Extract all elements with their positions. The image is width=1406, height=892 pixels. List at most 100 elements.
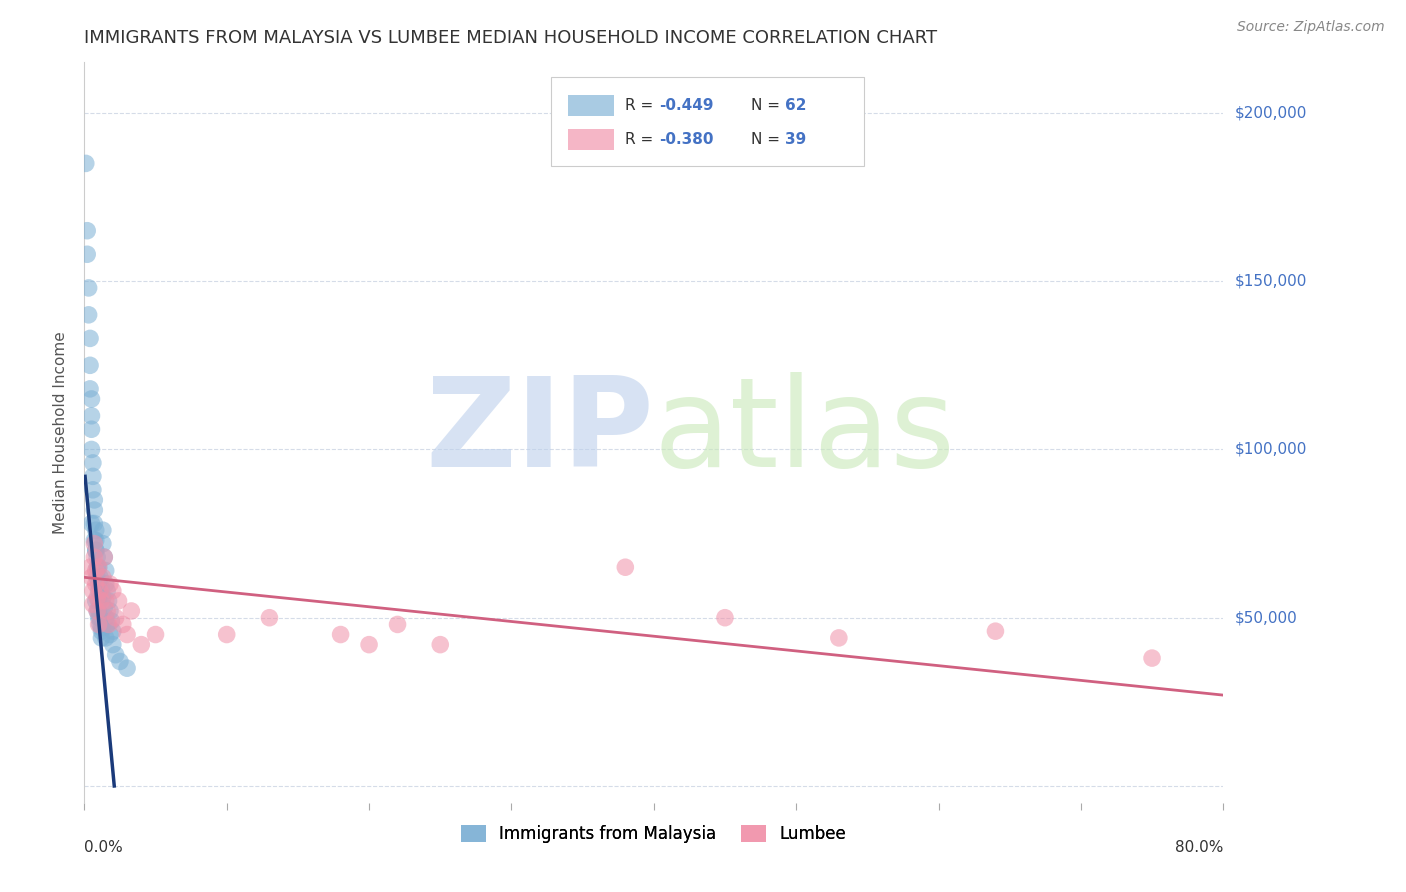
Point — [86, 550, 108, 565]
Y-axis label: Median Household Income: Median Household Income — [53, 331, 69, 534]
Point — [101, 638, 124, 652]
Point — [80, 409, 103, 423]
Text: 62: 62 — [785, 98, 806, 113]
Point — [94, 610, 117, 624]
Text: $200,000: $200,000 — [1234, 105, 1306, 120]
Point — [76, 224, 98, 238]
Point — [93, 550, 115, 565]
Point — [83, 516, 105, 531]
Point — [96, 604, 118, 618]
Point — [82, 456, 104, 470]
Text: 0.0%: 0.0% — [84, 840, 124, 855]
Point — [79, 359, 101, 373]
Point — [387, 617, 409, 632]
Point — [984, 624, 1007, 639]
Point — [96, 583, 118, 598]
Text: 80.0%: 80.0% — [1175, 840, 1223, 855]
Point — [86, 560, 108, 574]
Point — [91, 570, 114, 584]
Point — [93, 600, 115, 615]
Point — [104, 648, 127, 662]
Legend: Immigrants from Malaysia, Lumbee: Immigrants from Malaysia, Lumbee — [454, 819, 853, 850]
Point — [91, 536, 114, 550]
Point — [84, 543, 107, 558]
Point — [84, 577, 107, 591]
Point — [83, 536, 105, 550]
Point — [120, 604, 142, 618]
Point — [82, 483, 104, 497]
Point — [115, 661, 138, 675]
Point — [90, 631, 112, 645]
Point — [828, 631, 851, 645]
Point — [86, 591, 108, 605]
Point — [87, 577, 110, 591]
Text: -0.380: -0.380 — [659, 132, 714, 147]
Point — [83, 533, 105, 548]
Point — [76, 247, 98, 261]
Point — [87, 560, 110, 574]
Point — [97, 617, 120, 632]
Point — [82, 583, 104, 598]
Point — [75, 156, 97, 170]
Point — [79, 331, 101, 345]
Point — [94, 631, 117, 645]
Point — [614, 560, 637, 574]
Point — [98, 577, 121, 591]
Point — [87, 617, 110, 632]
Text: $150,000: $150,000 — [1234, 274, 1306, 289]
Point — [96, 617, 118, 632]
FancyBboxPatch shape — [551, 78, 865, 166]
Point — [84, 523, 107, 537]
Point — [89, 570, 111, 584]
Text: $100,000: $100,000 — [1234, 442, 1306, 457]
Point — [84, 564, 107, 578]
Point — [80, 442, 103, 457]
Point — [714, 610, 737, 624]
Point — [329, 627, 352, 641]
Point — [94, 577, 117, 591]
Point — [87, 560, 110, 574]
Point — [111, 617, 134, 632]
Point — [82, 469, 104, 483]
Point — [215, 627, 238, 641]
Text: ZIP: ZIP — [425, 372, 654, 493]
Point — [86, 604, 108, 618]
Point — [80, 422, 103, 436]
Point — [77, 308, 100, 322]
Point — [90, 624, 112, 639]
Point — [86, 570, 108, 584]
Point — [91, 591, 114, 605]
Point — [86, 604, 108, 618]
Point — [145, 627, 167, 641]
Point — [108, 655, 131, 669]
Point — [80, 516, 103, 531]
FancyBboxPatch shape — [568, 129, 614, 150]
Point — [107, 594, 129, 608]
Point — [104, 610, 127, 624]
Point — [77, 281, 100, 295]
Point — [429, 638, 451, 652]
Point — [98, 627, 121, 641]
Text: IMMIGRANTS FROM MALAYSIA VS LUMBEE MEDIAN HOUSEHOLD INCOME CORRELATION CHART: IMMIGRANTS FROM MALAYSIA VS LUMBEE MEDIA… — [84, 29, 938, 47]
Point — [90, 594, 112, 608]
Point — [87, 583, 110, 598]
Point — [80, 570, 103, 584]
Point — [83, 492, 105, 507]
Point — [89, 610, 111, 624]
Point — [1140, 651, 1163, 665]
Point — [83, 503, 105, 517]
Point — [87, 604, 110, 618]
Text: $50,000: $50,000 — [1234, 610, 1298, 625]
Text: 39: 39 — [785, 132, 806, 147]
Text: R =: R = — [626, 132, 658, 147]
Point — [115, 627, 138, 641]
Point — [91, 523, 114, 537]
Point — [90, 581, 112, 595]
Point — [89, 617, 111, 632]
Point — [94, 564, 117, 578]
Text: -0.449: -0.449 — [659, 98, 714, 113]
Point — [93, 550, 115, 565]
Point — [79, 560, 101, 574]
Point — [80, 392, 103, 406]
Point — [90, 621, 112, 635]
